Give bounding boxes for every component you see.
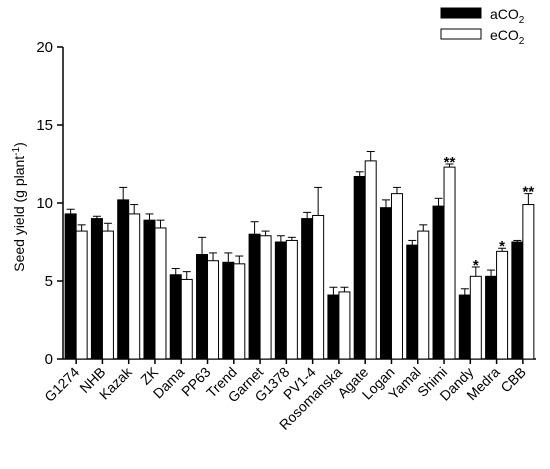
bar-eco2 [259,235,272,360]
bar-eco2 [338,291,351,360]
bar-eco2 [101,230,114,360]
bar-aco2 [353,175,366,360]
axes [57,46,536,364]
legend-swatch-eco2 [440,28,482,40]
bar-eco2 [180,278,193,360]
bar-eco2 [496,250,509,360]
y-tick-label: 0 [45,351,53,368]
bar-aco2 [327,294,340,360]
y-tick-label: 10 [36,195,53,212]
bar-eco2 [207,260,220,360]
significance-marker: * [499,238,505,255]
bar-eco2 [285,239,298,360]
legend-label-eco2: eCO2 [490,27,525,47]
bar-aco2 [248,233,261,360]
bars [64,160,535,360]
bar-aco2 [196,253,209,360]
y-tick-labels: 0 5 10 15 20 [36,39,53,368]
bar-aco2 [117,199,130,360]
y-tick-label: 20 [36,39,53,56]
bar-aco2 [406,244,419,360]
y-axis-title-superscript: -1 [11,146,22,155]
bar-aco2 [511,241,524,360]
bar-eco2 [128,213,141,360]
y-tick-label: 5 [45,273,53,290]
significance-marker: * [473,257,479,274]
error-bars [66,151,533,296]
bar-aco2 [90,218,103,360]
bar-eco2 [522,204,535,360]
significance-marker: ** [444,154,456,171]
bar-aco2 [169,274,182,360]
bar-aco2 [379,207,392,360]
bar-eco2 [364,160,377,360]
legend-label-aco2: aCO2 [490,6,525,26]
bar-eco2 [390,193,403,360]
x-tick-label: CBB [497,364,529,396]
bar-eco2 [233,263,246,360]
bar-eco2 [75,230,88,360]
significance-markers: ****** [444,154,535,274]
y-axis-title: Seed yield (g plant-1) [11,142,28,272]
bar-eco2 [417,230,430,360]
bar-aco2 [458,294,471,360]
bar-aco2 [143,219,156,360]
bar-aco2 [64,213,77,360]
significance-marker: ** [523,184,535,201]
y-tick-label: 15 [36,117,53,134]
legend-swatch-aco2 [440,7,482,19]
bar-aco2 [485,275,498,360]
bar-eco2 [469,275,482,360]
bar-eco2 [154,227,167,360]
bar-aco2 [432,205,445,360]
bar-aco2 [222,261,235,360]
bar-eco2 [312,214,325,360]
bar-eco2 [443,166,456,360]
bar-aco2 [301,218,314,360]
legend: aCO2 eCO2 [440,6,525,47]
bar-aco2 [274,241,287,360]
